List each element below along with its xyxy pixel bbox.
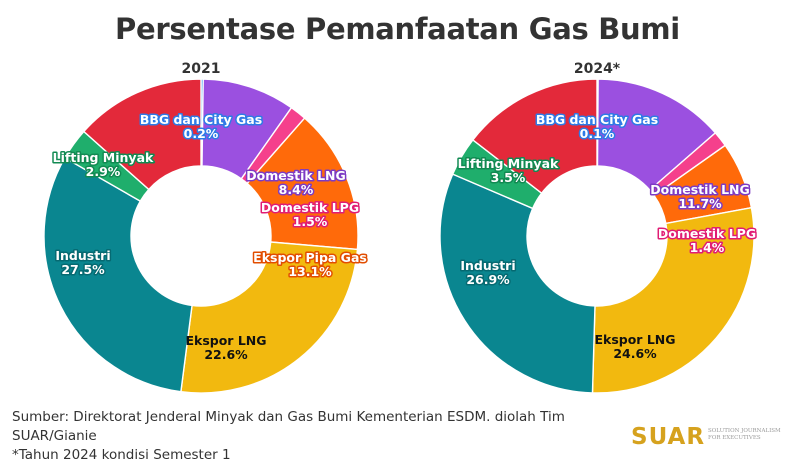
slice-label-value: 26.9% [466,272,510,287]
slice-label-value: 24.6% [613,346,657,361]
slice-label-name: BBG dan City Gas [536,112,658,127]
slice-label-value: 3.5% [491,170,526,185]
slice-label-value: 11.7% [678,196,722,211]
slice-label-value: 2.9% [86,164,121,179]
slice-label-name: Ekspor LNG [185,333,266,348]
slice-label-name: Ekspor LNG [594,332,675,347]
slice-label-name: Domestik LPG [261,200,359,215]
slice-label-name: Domestik LNG [650,182,750,197]
slice-label-value: 1.5% [293,214,328,229]
footnote: *Tahun 2024 kondisi Semester 1 [12,447,231,463]
slice-label-name: Ekspor Pipa Gas [253,250,367,265]
slice-label-value: 1.4% [690,240,725,255]
logo-tagline: Solution Journalism for Executives [708,428,781,441]
slice-label-name: Domestik LPG [658,226,756,241]
donut-slice [43,156,193,393]
slice-label-name: BBG dan City Gas [140,112,262,127]
slice-label-name: Lifting Minyak [458,156,559,171]
slice-label-value: 0.2% [184,126,219,141]
source-note: Sumber: Direktorat Jenderal Minyak dan G… [12,408,592,465]
donut-slice [246,117,359,251]
donut-slice [82,78,202,191]
slice-label-name: Industri [55,248,110,263]
slice-label-value: 8.4% [279,182,314,197]
donut-slice [591,206,755,394]
donut-title: 2021 [182,61,221,77]
suar-logo: SUAR [631,424,706,450]
slice-label-name: Lifting Minyak [53,150,154,165]
donut-slice [439,173,596,394]
slice-label-value: 13.1% [288,264,332,279]
donut-title: 2024* [574,61,621,77]
slice-label-value: 0.1% [580,126,615,141]
slice-label-value: 27.5% [61,262,105,277]
slice-label-value: 22.6% [204,347,248,362]
source-line: Sumber: Direktorat Jenderal Minyak dan G… [12,409,565,444]
chart-title: Persentase Pemanfaatan Gas Bumi [115,12,680,46]
slice-label-name: Industri [460,258,515,273]
slice-label-name: Domestik LNG [246,168,346,183]
donut-slice [180,241,359,394]
donut-slice [471,78,598,195]
